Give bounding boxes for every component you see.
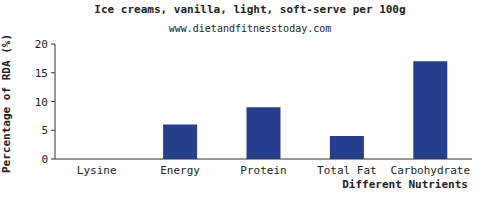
y-tick-label: 10 xyxy=(35,96,48,109)
x-tick-label: Energy xyxy=(160,164,200,177)
y-tick-label: 15 xyxy=(35,67,48,80)
x-tick-label: Carbohydrate xyxy=(391,164,470,177)
y-tick xyxy=(51,101,55,102)
bar xyxy=(330,136,364,159)
x-axis-line xyxy=(55,159,472,160)
y-tick-label: 5 xyxy=(41,124,48,137)
bar xyxy=(163,125,197,160)
subtitle: www.dietandfitnesstoday.com xyxy=(169,23,332,34)
x-axis-label: Different Nutrients xyxy=(342,178,468,191)
x-tick-label: Total Fat xyxy=(317,164,377,177)
bars xyxy=(163,61,447,159)
y-tick xyxy=(51,44,55,45)
y-tick-label: 20 xyxy=(35,38,48,51)
y-tick xyxy=(51,159,55,160)
title: Ice creams, vanilla, light, soft-serve p… xyxy=(94,3,405,16)
x-tick-label: Protein xyxy=(240,164,286,177)
y-tick xyxy=(51,130,55,131)
y-axis-label: Percentage of RDA (%) xyxy=(0,34,13,173)
bar xyxy=(413,61,447,159)
bar xyxy=(247,107,281,159)
x-tick-label: Lysine xyxy=(77,164,117,177)
y-tick-label: 0 xyxy=(41,153,48,166)
y-tick xyxy=(51,72,55,73)
chart-container: Ice creams, vanilla, light, soft-serve p… xyxy=(0,0,500,200)
chart: Ice creams, vanilla, light, soft-serve p… xyxy=(0,0,500,200)
